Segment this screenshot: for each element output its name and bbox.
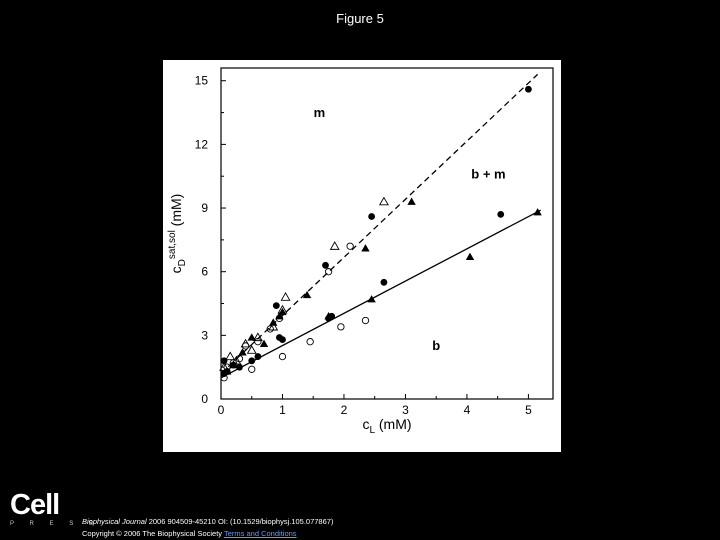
- y-axis-label-main: c: [168, 266, 184, 273]
- y-tick-label: 15: [195, 74, 209, 88]
- point-filled-triangle: [238, 348, 247, 356]
- point-open-circle: [278, 352, 287, 361]
- citation-line-1: Biophysical Journal 2006 904509-45210 OI…: [82, 516, 333, 528]
- point-filled-triangle: [222, 367, 232, 375]
- y-axis-label-unit: (mM): [168, 194, 184, 231]
- citation-line-2: Copyright © 2006 The Biophysical Society…: [82, 528, 333, 540]
- point-open-circle: [254, 338, 262, 346]
- point-open-circle: [248, 365, 256, 373]
- point-open-circle: [346, 242, 354, 250]
- logo-subword: P R E S S: [10, 521, 100, 527]
- point-open-circle: [337, 323, 345, 331]
- point-open-triangle: [378, 196, 389, 206]
- x-tick-label: 1: [279, 403, 286, 417]
- citation-details: 2006 904509-45210 OI: (10.1529/biophysj.…: [146, 517, 334, 526]
- y-tick-label: 12: [195, 137, 209, 151]
- figure-title: Figure 5: [336, 11, 384, 26]
- point-filled-triangle: [533, 208, 542, 216]
- x-tick-label: 3: [402, 403, 409, 417]
- point-filled-circle: [236, 363, 243, 371]
- point-filled-circle: [254, 353, 262, 360]
- x-tick-label: 2: [341, 403, 348, 417]
- y-tick-label: 0: [201, 392, 208, 406]
- copyright-text: Copyright © 2006 The Biophysical Society: [82, 529, 224, 538]
- point-open-triangle: [225, 351, 236, 361]
- point-filled-circle: [248, 357, 256, 365]
- point-filled-circle: [220, 357, 228, 365]
- point-filled-triangle: [229, 360, 238, 369]
- journal-name: Biophysical Journal: [82, 517, 147, 526]
- point-open-circle: [361, 316, 370, 325]
- point-filled-circle: [272, 302, 280, 310]
- point-filled-circle: [497, 211, 505, 218]
- point-filled-triangle: [361, 244, 370, 252]
- point-open-triangle: [280, 292, 291, 301]
- point-filled-circle: [279, 336, 286, 343]
- y-axis-label: cDsat,sol (mM): [167, 194, 188, 274]
- point-open-triangle: [219, 362, 230, 371]
- point-filled-circle: [368, 213, 376, 220]
- x-axis-label-main: c: [362, 416, 369, 432]
- point-open-triangle: [268, 321, 279, 331]
- point-filled-triangle: [324, 312, 333, 320]
- fit-line-dashed: [220, 73, 539, 375]
- fit-line-solid: [220, 209, 542, 379]
- data-points: [219, 85, 542, 382]
- point-filled-triangle: [465, 252, 475, 260]
- x-axis-label-unit: (mM): [375, 416, 412, 432]
- curve-label: b + m: [471, 166, 505, 181]
- y-tick-label: 3: [201, 328, 208, 342]
- point-filled-circle: [322, 261, 329, 269]
- logo-word: Cell: [10, 489, 60, 521]
- x-tick-label: 0: [218, 403, 225, 417]
- citation: Biophysical Journal 2006 904509-45210 OI…: [82, 516, 333, 540]
- plot-frame: [220, 67, 554, 400]
- point-filled-circle: [380, 278, 388, 286]
- point-open-triangle: [277, 304, 288, 314]
- y-tick-label: 6: [201, 265, 208, 279]
- point-open-circle: [306, 338, 314, 346]
- curve-label: m: [314, 105, 326, 120]
- x-axis-label-sub: L: [369, 425, 375, 436]
- point-filled-triangle: [367, 295, 376, 303]
- cell-press-logo: Cell P R E S S: [10, 490, 100, 527]
- point-open-circle: [324, 268, 333, 276]
- point-filled-triangle: [407, 197, 416, 205]
- point-filled-circle: [525, 85, 532, 93]
- point-open-circle: [266, 325, 274, 333]
- point-open-triangle: [231, 355, 242, 365]
- point-open-circle: [220, 374, 228, 382]
- y-axis-label-sup: sat,sol: [167, 230, 178, 259]
- curve-label: b: [432, 338, 440, 353]
- x-tick-label: 5: [525, 403, 532, 417]
- point-open-triangle: [329, 241, 340, 250]
- y-axis-label-sub: D: [177, 259, 188, 266]
- point-filled-triangle: [275, 312, 284, 320]
- x-axis-label: cL (mM): [362, 416, 411, 436]
- point-filled-triangle: [302, 290, 312, 299]
- point-open-triangle: [246, 345, 257, 354]
- annotations: m b + m b: [314, 105, 506, 353]
- x-tick-label: 4: [464, 403, 471, 417]
- y-tick-label: 9: [201, 201, 208, 215]
- point-open-triangle: [252, 332, 263, 342]
- point-filled-triangle: [247, 333, 256, 341]
- terms-link[interactable]: Terms and Conditions: [224, 529, 297, 538]
- point-open-triangle: [240, 338, 251, 348]
- point-filled-triangle: [259, 339, 269, 347]
